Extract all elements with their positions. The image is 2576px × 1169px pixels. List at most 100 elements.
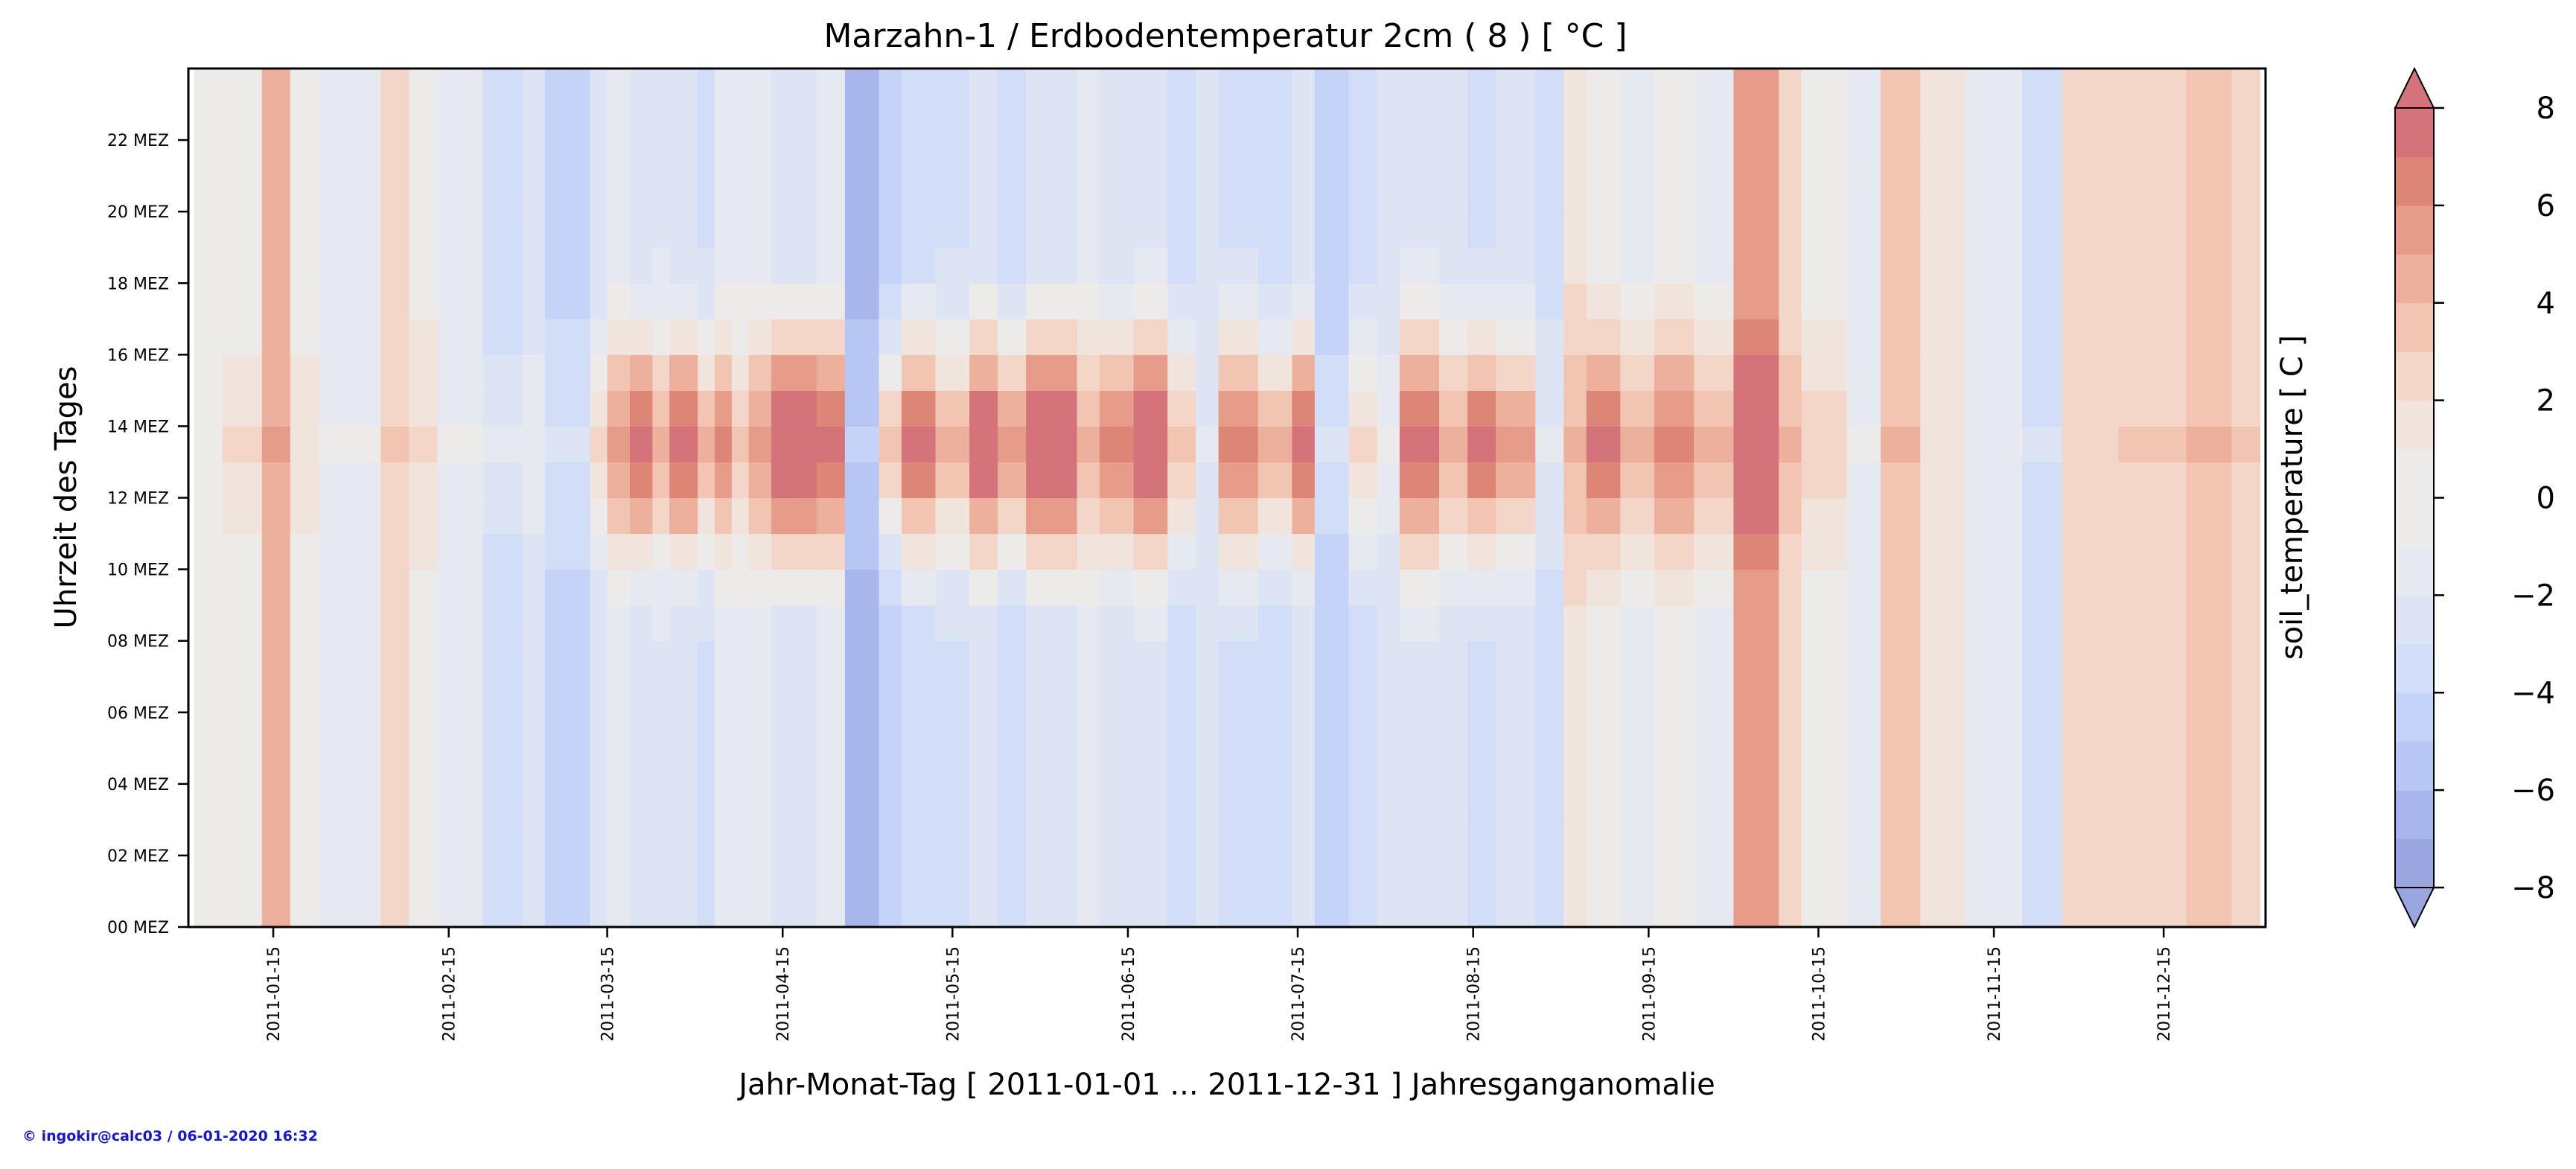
heat-cell <box>607 605 631 642</box>
heat-cell <box>1496 640 1536 678</box>
heat-cell <box>1257 748 1293 785</box>
heat-cell <box>1099 462 1135 499</box>
heat-cell <box>901 176 937 212</box>
heat-cell <box>1586 855 1621 892</box>
heat-cell <box>261 605 291 642</box>
heat-cell <box>1586 104 1621 141</box>
heat-cell <box>1496 748 1536 785</box>
heat-cell <box>261 354 291 391</box>
heat-cell <box>544 283 591 319</box>
heat-cell <box>1694 783 1734 821</box>
heat-cell <box>1779 783 1802 821</box>
heat-cell <box>1733 247 1779 284</box>
heat-cell <box>318 640 382 678</box>
heat-cell <box>1733 569 1779 606</box>
heat-cell <box>2022 569 2062 606</box>
heat-cell <box>522 283 546 319</box>
colorbar-band <box>2395 302 2434 352</box>
heat-cell <box>1026 462 1078 499</box>
heat-cell <box>1586 69 1621 105</box>
heat-cell <box>1881 676 1921 713</box>
heat-cell <box>1496 176 1536 212</box>
heat-cell <box>290 783 319 821</box>
heat-cell <box>1348 676 1378 713</box>
heat-cell <box>482 69 523 105</box>
heat-cell <box>194 676 223 713</box>
heat-cell <box>1966 640 2023 678</box>
colorbar-band <box>2395 643 2434 693</box>
heat-cell <box>998 497 1027 535</box>
heat-cell <box>629 69 653 105</box>
heat-cell <box>1620 783 1655 821</box>
heat-cell <box>879 891 902 928</box>
heat-cell <box>380 426 410 463</box>
heat-cell <box>1218 533 1259 570</box>
heat-cell <box>1077 462 1100 499</box>
heat-cell <box>969 891 998 928</box>
heat-cell <box>607 497 631 535</box>
heat-cell <box>1563 211 1587 248</box>
heat-cell <box>222 533 263 570</box>
heat-cell <box>2231 640 2260 678</box>
heat-cell <box>1733 891 1779 928</box>
heat-cell <box>1026 891 1078 928</box>
heat-cell <box>1077 605 1100 642</box>
heat-cell <box>1920 640 1966 678</box>
heat-cell <box>261 390 291 427</box>
heat-cell <box>879 390 902 427</box>
heat-cell <box>969 319 998 355</box>
heat-cell <box>437 676 483 713</box>
heat-cell <box>1026 748 1078 785</box>
heat-cell <box>715 712 733 749</box>
heat-cell <box>1257 640 1293 678</box>
heat-cell <box>1077 319 1100 355</box>
heat-cell <box>1257 211 1293 248</box>
heat-cell <box>652 104 670 141</box>
heat-cell <box>1779 855 1802 892</box>
heat-cell <box>969 104 998 141</box>
heat-cell <box>901 319 937 355</box>
heat-cell <box>1026 783 1078 821</box>
heat-cell <box>879 676 902 713</box>
heat-cell <box>1257 104 1293 141</box>
heat-cell <box>1026 104 1078 141</box>
heat-cell <box>1881 390 1921 427</box>
heat-cell <box>194 104 223 141</box>
heat-cell <box>771 819 817 856</box>
heat-cell <box>1439 640 1468 678</box>
heat-cell <box>1733 211 1779 248</box>
heat-cell <box>1196 319 1220 355</box>
heat-cell <box>607 426 631 463</box>
heat-cell <box>1467 462 1496 499</box>
heat-cell <box>482 676 523 713</box>
heat-cell <box>194 211 223 248</box>
heat-cell <box>816 104 846 141</box>
heat-cell <box>482 819 523 856</box>
heat-cell <box>194 176 223 212</box>
heat-cell <box>1467 319 1496 355</box>
heat-cell <box>1620 140 1655 176</box>
heat-cell <box>969 211 998 248</box>
heat-cell <box>1099 891 1135 928</box>
heat-cell <box>1563 497 1587 535</box>
heat-cell <box>1467 819 1496 856</box>
heat-cell <box>544 676 591 713</box>
heat-cell <box>1399 211 1440 248</box>
heat-cell <box>1026 533 1078 570</box>
heat-cell <box>2022 891 2062 928</box>
heat-cell <box>1077 676 1100 713</box>
heat-cell <box>1439 605 1468 642</box>
heat-cell <box>290 319 319 355</box>
heat-cell <box>1966 605 2023 642</box>
heat-cell <box>935 247 970 284</box>
heat-cell <box>629 676 653 713</box>
heat-cell <box>222 605 263 642</box>
heat-cell <box>1586 891 1621 928</box>
heat-cell <box>1801 104 1848 141</box>
heat-cell <box>194 891 223 928</box>
heat-cell <box>901 640 937 678</box>
heat-cell <box>2186 676 2232 713</box>
heat-cell <box>1467 783 1496 821</box>
heat-cell <box>194 426 223 463</box>
colorbar-band <box>2395 546 2434 596</box>
